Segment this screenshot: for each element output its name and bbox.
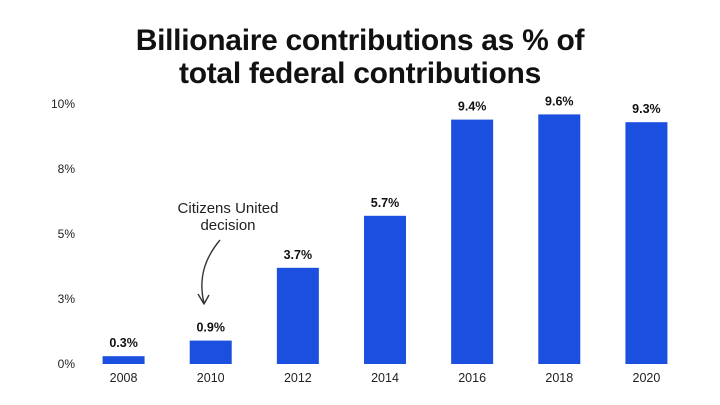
bar-2016 bbox=[451, 119, 494, 364]
bar-2012 bbox=[276, 267, 319, 364]
bar-2010 bbox=[189, 340, 232, 364]
bar-2014 bbox=[364, 215, 406, 364]
x-tick-label-2010: 2010 bbox=[197, 371, 225, 385]
x-tick-label-2018: 2018 bbox=[545, 371, 573, 385]
annotation-line-1: Citizens United bbox=[178, 200, 279, 217]
y-tick-label: 0% bbox=[58, 357, 76, 371]
data-label-2014: 5.7% bbox=[371, 196, 400, 210]
x-tick-label-2014: 2014 bbox=[371, 371, 399, 385]
annotation-arrow bbox=[201, 239, 221, 304]
chart-title: Billionaire contributions as % of total … bbox=[0, 24, 720, 90]
x-tick-label-2008: 2008 bbox=[110, 371, 138, 385]
y-tick-label: 5% bbox=[58, 227, 76, 241]
x-tick-label-2012: 2012 bbox=[284, 371, 312, 385]
data-label-2018: 9.6% bbox=[545, 94, 574, 108]
y-tick-label: 10% bbox=[51, 97, 75, 111]
data-label-2012: 3.7% bbox=[284, 248, 313, 262]
chart-title-line-2: total federal contributions bbox=[179, 57, 541, 90]
citizens-united-annotation: Citizens United decision bbox=[178, 200, 279, 305]
bar-2018 bbox=[538, 114, 581, 365]
y-axis: 0% 3% 5% 8% 10% bbox=[51, 97, 75, 371]
y-tick-label: 8% bbox=[58, 162, 76, 176]
data-label-2008: 0.3% bbox=[109, 336, 138, 350]
annotation-arrowhead bbox=[197, 293, 210, 305]
chart-title-line-1: Billionaire contributions as % of bbox=[135, 24, 585, 57]
annotation-line-2: decision bbox=[200, 217, 255, 234]
x-axis: 2008 2010 2012 2014 2016 2018 2020 bbox=[110, 371, 661, 385]
bar-2008 bbox=[102, 356, 145, 364]
bar-2020 bbox=[625, 122, 668, 364]
x-tick-label-2020: 2020 bbox=[633, 371, 661, 385]
data-label-2016: 9.4% bbox=[458, 100, 487, 114]
bars: 0.3% 0.9% 3.7% 5.7% 9.4% 9.6% 9.3% bbox=[102, 94, 668, 365]
y-tick-label: 3% bbox=[58, 292, 76, 306]
data-label-2020: 9.3% bbox=[632, 102, 661, 116]
data-label-2010: 0.9% bbox=[196, 321, 225, 335]
x-tick-label-2016: 2016 bbox=[458, 371, 486, 385]
